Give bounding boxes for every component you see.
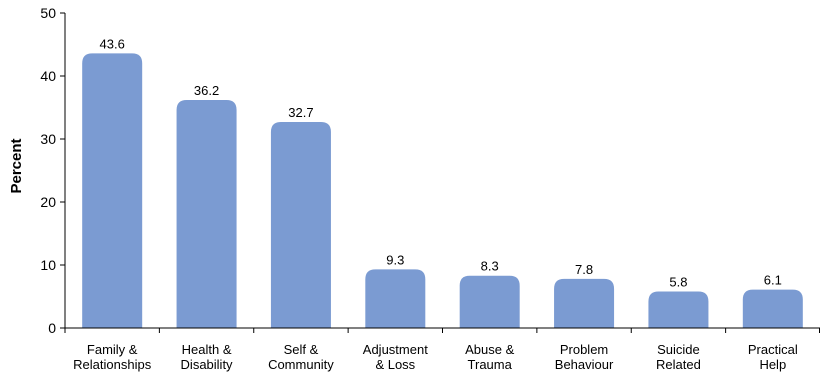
data-label: 9.3 — [386, 252, 404, 267]
y-tick-label: 50 — [40, 5, 56, 21]
x-axis: Family &Relationships Health &Disability S… — [64, 327, 820, 372]
category-label: Suicide — [657, 342, 700, 357]
category-label: Community — [268, 357, 334, 372]
y-axis-title: Percent — [8, 138, 25, 193]
bar — [365, 269, 426, 328]
y-tick-label: 30 — [40, 131, 56, 147]
bars: 43.6 36.2 32.7 9.3 8.3 7.8 5.8 6.1 — [82, 36, 803, 329]
bar — [648, 291, 709, 328]
category-label: Abuse & — [465, 342, 514, 357]
data-label: 32.7 — [288, 105, 313, 120]
data-label: 6.1 — [764, 273, 782, 288]
category-label: Disability — [181, 357, 234, 372]
bar — [554, 278, 615, 328]
y-axis: 0 10 20 30 40 50 — [40, 5, 66, 336]
data-label: 8.3 — [481, 259, 499, 274]
category-label: Behaviour — [555, 357, 614, 372]
category-label: Help — [759, 357, 786, 372]
data-label: 36.2 — [194, 83, 219, 98]
category-label: Problem — [560, 342, 608, 357]
bar — [270, 121, 331, 329]
category-label: Practical — [748, 342, 798, 357]
y-tick-label: 40 — [40, 68, 56, 84]
category-label: Family & — [87, 342, 138, 357]
data-label: 7.8 — [575, 262, 593, 277]
data-label: 5.8 — [669, 274, 687, 289]
category-label: Health & — [182, 342, 232, 357]
category-label: & Loss — [375, 357, 415, 372]
bar — [176, 99, 237, 328]
y-tick-label: 20 — [40, 194, 56, 210]
bar — [742, 289, 803, 328]
category-label: Adjustment — [363, 342, 428, 357]
category-label: Self & — [284, 342, 319, 357]
category-label: Relationships — [73, 357, 152, 372]
data-label: 43.6 — [100, 36, 125, 51]
category-label: Related — [656, 357, 701, 372]
y-tick-label: 0 — [48, 320, 56, 336]
category-label: Trauma — [468, 357, 513, 372]
bar — [459, 275, 520, 328]
y-tick-label: 10 — [40, 257, 56, 273]
bar — [82, 53, 143, 328]
